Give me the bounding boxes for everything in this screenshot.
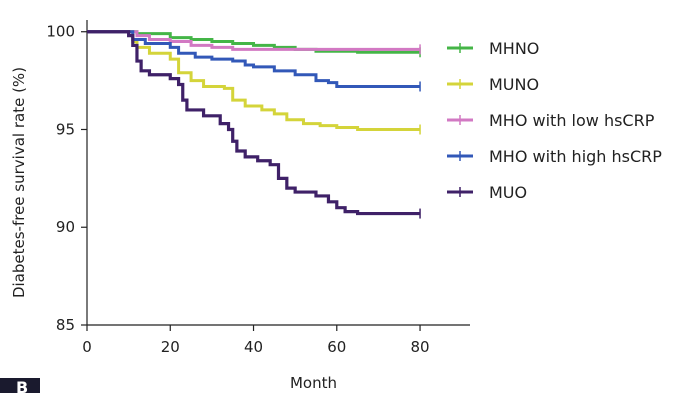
legend-label: MUO (489, 183, 527, 202)
y-axis-title: Diabetes-free survival rate (%) (10, 67, 28, 298)
y-tick-label: 90 (56, 218, 75, 236)
series-line-muo (87, 30, 421, 216)
legend: MHNO MUNO MHO with low hsCRP MHO with high … (447, 39, 662, 202)
series-line-mho-with-high-hscrp (87, 30, 421, 88)
panel-label-box (0, 378, 40, 393)
y-tick-label: 100 (46, 23, 75, 41)
series-layer (87, 30, 421, 219)
y-tick-label: 85 (56, 316, 75, 334)
series-line-muno (87, 30, 421, 131)
legend-label: MUNO (489, 75, 539, 94)
legend-label: MHO with high hsCRP (489, 147, 662, 166)
x-tick-label: 20 (161, 338, 180, 356)
legend-label: MHNO (489, 39, 539, 58)
x-axis-title: Month (290, 374, 337, 392)
y-tick-label: 95 (56, 120, 75, 138)
x-tick-label: 60 (327, 338, 346, 356)
axes: 0 20 40 60 80 85 90 95 100 (46, 20, 470, 356)
series-line-mhno (87, 30, 421, 54)
legend-label: MHO with low hsCRP (489, 111, 655, 130)
panel-label: B (16, 378, 28, 393)
x-tick-label: 40 (244, 338, 263, 356)
x-tick-label: 80 (410, 338, 429, 356)
series-line-mho-with-low-hscrp (87, 30, 421, 51)
x-tick-label: 0 (82, 338, 92, 356)
